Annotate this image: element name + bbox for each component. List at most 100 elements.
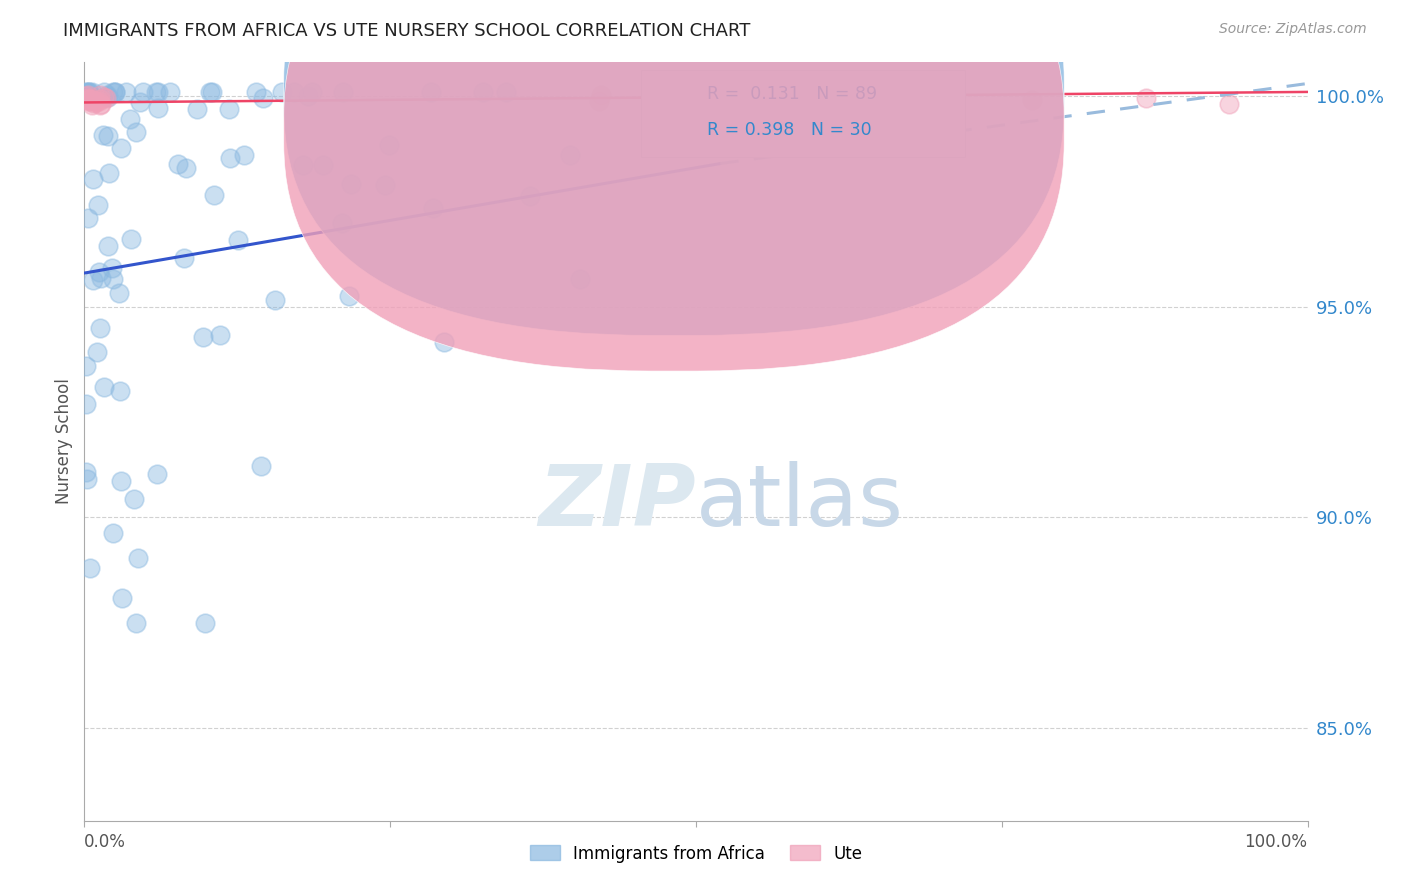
Point xyxy=(82,273,104,287)
Point xyxy=(94,91,117,105)
Point xyxy=(471,85,494,99)
Text: 100.0%: 100.0% xyxy=(1244,833,1308,851)
Point xyxy=(1218,96,1240,111)
Point xyxy=(731,86,754,100)
Point xyxy=(271,85,294,99)
Point xyxy=(93,89,115,103)
Point xyxy=(79,561,101,575)
Point xyxy=(132,85,155,99)
Point xyxy=(82,85,104,99)
Point xyxy=(115,85,138,99)
Point xyxy=(89,92,111,106)
Point xyxy=(725,89,748,103)
Point xyxy=(76,472,98,486)
Point xyxy=(146,102,169,116)
Point xyxy=(194,615,217,630)
Point xyxy=(75,397,97,411)
Point xyxy=(145,85,167,99)
Point xyxy=(104,85,127,99)
Point xyxy=(332,216,354,230)
Point xyxy=(173,251,195,265)
Point xyxy=(332,85,354,99)
Point xyxy=(82,95,104,110)
Point xyxy=(710,95,733,109)
Point xyxy=(108,286,131,301)
Point xyxy=(97,90,120,104)
Point xyxy=(519,189,541,203)
Point xyxy=(569,271,592,285)
Point xyxy=(245,85,267,99)
Point xyxy=(1135,91,1157,105)
Point xyxy=(97,239,120,253)
FancyBboxPatch shape xyxy=(641,70,965,157)
Point xyxy=(110,141,132,155)
Point xyxy=(193,330,215,344)
Point xyxy=(77,211,100,226)
Point xyxy=(201,85,224,99)
Point xyxy=(82,171,104,186)
Point xyxy=(82,97,104,112)
Point xyxy=(200,85,222,99)
Point xyxy=(145,467,167,482)
Point xyxy=(89,98,111,112)
Point xyxy=(588,94,610,108)
Point xyxy=(76,90,98,104)
Point xyxy=(174,161,197,175)
Point xyxy=(209,327,232,342)
Point xyxy=(77,92,100,106)
Point xyxy=(122,492,145,507)
Point xyxy=(90,270,112,285)
Point xyxy=(340,178,363,192)
Point xyxy=(202,187,225,202)
Point xyxy=(292,158,315,172)
Legend: Immigrants from Africa, Ute: Immigrants from Africa, Ute xyxy=(523,838,869,869)
Point xyxy=(101,85,124,99)
FancyBboxPatch shape xyxy=(284,0,1064,335)
Point xyxy=(77,85,100,99)
Point xyxy=(77,92,100,106)
Point xyxy=(89,265,111,279)
Point xyxy=(91,128,114,143)
Point xyxy=(651,90,673,104)
Point xyxy=(730,93,752,107)
Point xyxy=(101,260,124,275)
Point xyxy=(283,85,305,99)
Point xyxy=(101,271,124,285)
Point xyxy=(93,380,115,394)
Point xyxy=(110,475,132,489)
Text: ZIP: ZIP xyxy=(538,460,696,544)
Text: 0.0%: 0.0% xyxy=(84,833,127,851)
Point xyxy=(129,95,152,109)
Point xyxy=(75,359,97,373)
Point xyxy=(118,112,141,127)
Y-axis label: Nursery School: Nursery School xyxy=(55,378,73,505)
Point xyxy=(219,151,242,165)
Point xyxy=(87,198,110,212)
Point xyxy=(75,465,97,479)
Point xyxy=(87,94,110,108)
Text: R =  0.131   N = 89: R = 0.131 N = 89 xyxy=(707,86,877,103)
Point xyxy=(79,85,101,99)
Text: Source: ZipAtlas.com: Source: ZipAtlas.com xyxy=(1219,22,1367,37)
Point xyxy=(301,85,323,99)
Text: atlas: atlas xyxy=(696,460,904,544)
Point xyxy=(297,88,319,103)
Point xyxy=(250,458,273,473)
Point xyxy=(90,97,112,112)
Point xyxy=(83,94,105,108)
Point xyxy=(121,232,143,246)
Point xyxy=(77,93,100,107)
Point xyxy=(89,88,111,103)
Point xyxy=(75,88,97,103)
Point xyxy=(86,345,108,359)
Point xyxy=(93,85,115,99)
Point xyxy=(226,233,249,247)
Point xyxy=(378,137,401,152)
Point xyxy=(1021,93,1043,107)
Point xyxy=(101,526,124,541)
Point xyxy=(89,320,111,334)
Point xyxy=(186,102,208,116)
Point xyxy=(146,85,169,99)
Point xyxy=(124,125,146,139)
Point xyxy=(374,178,396,192)
